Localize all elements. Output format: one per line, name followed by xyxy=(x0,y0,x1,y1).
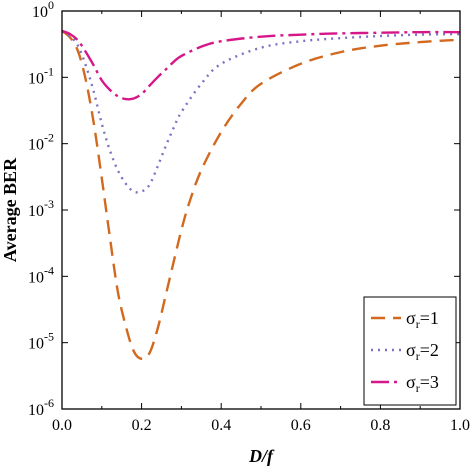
y-tick-base: 10 xyxy=(28,402,44,419)
y-tick-exponent: -4 xyxy=(44,263,54,277)
legend-symbol: σ xyxy=(406,340,416,360)
x-tick-label-2: 0.4 xyxy=(211,417,231,434)
y-tick-base: 10 xyxy=(28,70,44,87)
x-axis-title: D/f xyxy=(248,446,275,466)
series-line-1 xyxy=(61,30,461,361)
legend-subscript: r xyxy=(416,317,420,331)
legend-symbol: σ xyxy=(406,372,416,392)
series-line-3 xyxy=(61,29,461,101)
legend-value: =1 xyxy=(420,308,439,328)
y-tick-label-3: 10-3 xyxy=(28,197,54,220)
y-tick-label-2: 10-2 xyxy=(28,131,54,154)
series-layer xyxy=(61,29,461,361)
y-tick-label-5: 10-5 xyxy=(28,330,54,353)
y-tick-exponent: 0 xyxy=(48,0,54,12)
legend: σr=1σr=2σr=3 xyxy=(363,296,457,406)
x-tick-label-3: 0.6 xyxy=(291,417,311,434)
y-tick-base: 10 xyxy=(32,4,48,21)
y-tick-label-6: 10-6 xyxy=(28,396,54,419)
y-tick-base: 10 xyxy=(28,269,44,286)
legend-label-2: σr=2 xyxy=(406,340,439,363)
ticks-layer: 0.0 0.2 0.4 0.6 0.8 1.010010-110-210-310-410-… xyxy=(28,0,470,434)
y-tick-label-1: 10-1 xyxy=(28,64,54,87)
y-tick-exponent: -3 xyxy=(44,197,54,211)
y-tick-label-0: 100 xyxy=(32,0,54,21)
legend-label-1: σr=1 xyxy=(406,308,439,331)
x-tick-label-0: 0.0 xyxy=(52,417,72,434)
x-tick-label-5: 1.0 xyxy=(450,417,470,434)
y-tick-label-4: 10-4 xyxy=(28,263,54,286)
y-tick-base: 10 xyxy=(28,137,44,154)
legend-subscript: r xyxy=(416,381,420,395)
legend-value: =2 xyxy=(420,340,439,360)
legend-symbol: σ xyxy=(406,308,416,328)
legend-value: =3 xyxy=(420,372,439,392)
x-tick-label-1: 0.2 xyxy=(132,417,152,434)
legend-label-3: σr=3 xyxy=(406,372,439,395)
y-axis-title: Average BER xyxy=(0,157,20,262)
y-tick-base: 10 xyxy=(28,336,44,353)
series-line-2 xyxy=(61,29,461,194)
y-tick-exponent: -5 xyxy=(44,330,54,344)
x-tick-label-4: 0.8 xyxy=(370,417,390,434)
y-tick-exponent: -1 xyxy=(44,64,54,78)
y-tick-base: 10 xyxy=(28,203,44,220)
y-tick-exponent: -2 xyxy=(44,131,54,145)
legend-subscript: r xyxy=(416,349,420,363)
y-tick-exponent: -6 xyxy=(44,396,54,410)
